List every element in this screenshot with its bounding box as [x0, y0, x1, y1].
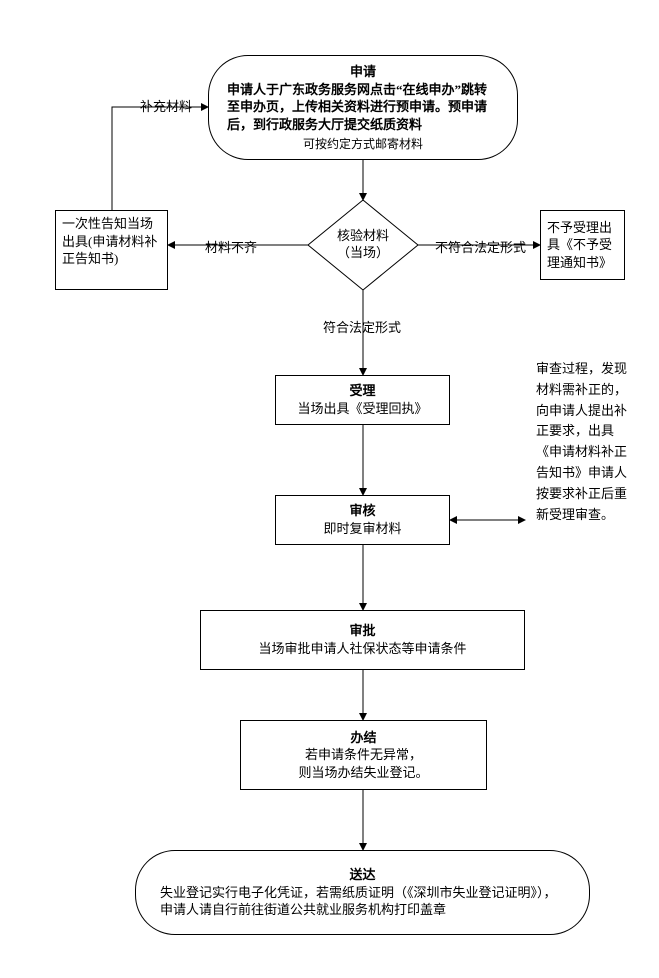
node-verify-title: 核验材料: [337, 228, 389, 245]
node-apply-title: 申请: [350, 63, 376, 81]
node-accept: 受理 当场出具《受理回执》: [275, 375, 450, 425]
node-complete-body: 若申请条件无异常， 则当场办结失业登记。: [298, 746, 428, 781]
node-accept-body: 当场出具《受理回执》: [297, 400, 427, 418]
node-review-note: 审查过程，发现材料需补正的，向申请人提出补正要求，出具《申请材料补正告知书》申请…: [530, 355, 640, 565]
node-approve-body: 当场审批申请人社保状态等申请条件: [258, 640, 466, 658]
node-review: 审核 即时复审材料: [275, 495, 450, 545]
node-review-title: 审核: [349, 502, 375, 520]
node-deliver-title: 送达: [349, 866, 375, 884]
node-verify-sub: （当场）: [337, 245, 389, 262]
node-verify: 核验材料 （当场）: [308, 200, 418, 290]
node-reject: 不予受理出具《不予受理通知书》: [540, 210, 625, 280]
node-apply-note: 可按约定方式邮寄材料: [303, 136, 423, 152]
edge-label-invalid: 不符合法定形式: [435, 240, 526, 257]
node-apply: 申请 申请人于广东政务服务网点击“在线申办”跳转至申办页，上传相关资料进行预申请…: [208, 55, 518, 160]
node-approve-title: 审批: [349, 622, 375, 640]
node-complete-title: 办结: [350, 729, 376, 747]
node-reject-body: 不予受理出具《不予受理通知书》: [547, 219, 618, 272]
node-complete: 办结 若申请条件无异常， 则当场办结失业登记。: [240, 720, 487, 790]
edge-label-incomplete: 材料不齐: [205, 240, 257, 257]
edge-label-valid: 符合法定形式: [323, 320, 401, 337]
node-supplement: 一次性告知当场出具(申请材料补正告知书): [55, 210, 168, 290]
node-review-note-body: 审查过程，发现材料需补正的，向申请人提出补正要求，出具《申请材料补正告知书》申请…: [536, 359, 634, 525]
node-supplement-body: 一次性告知当场出具(申请材料补正告知书): [62, 215, 161, 268]
node-approve: 审批 当场审批申请人社保状态等申请条件: [200, 610, 525, 670]
edge-label-supplement: 补充材料: [140, 99, 192, 116]
node-review-body: 即时复审材料: [323, 520, 401, 538]
node-apply-body: 申请人于广东政务服务网点击“在线申办”跳转至申办页，上传相关资料进行预申请。预申…: [215, 81, 511, 134]
node-deliver-body: 失业登记实行电子化凭证，若需纸质证明（《深圳市失业登记证明》），申请人请自行前往…: [142, 884, 583, 919]
node-deliver: 送达 失业登记实行电子化凭证，若需纸质证明（《深圳市失业登记证明》），申请人请自…: [135, 850, 590, 935]
node-accept-title: 受理: [349, 382, 375, 400]
